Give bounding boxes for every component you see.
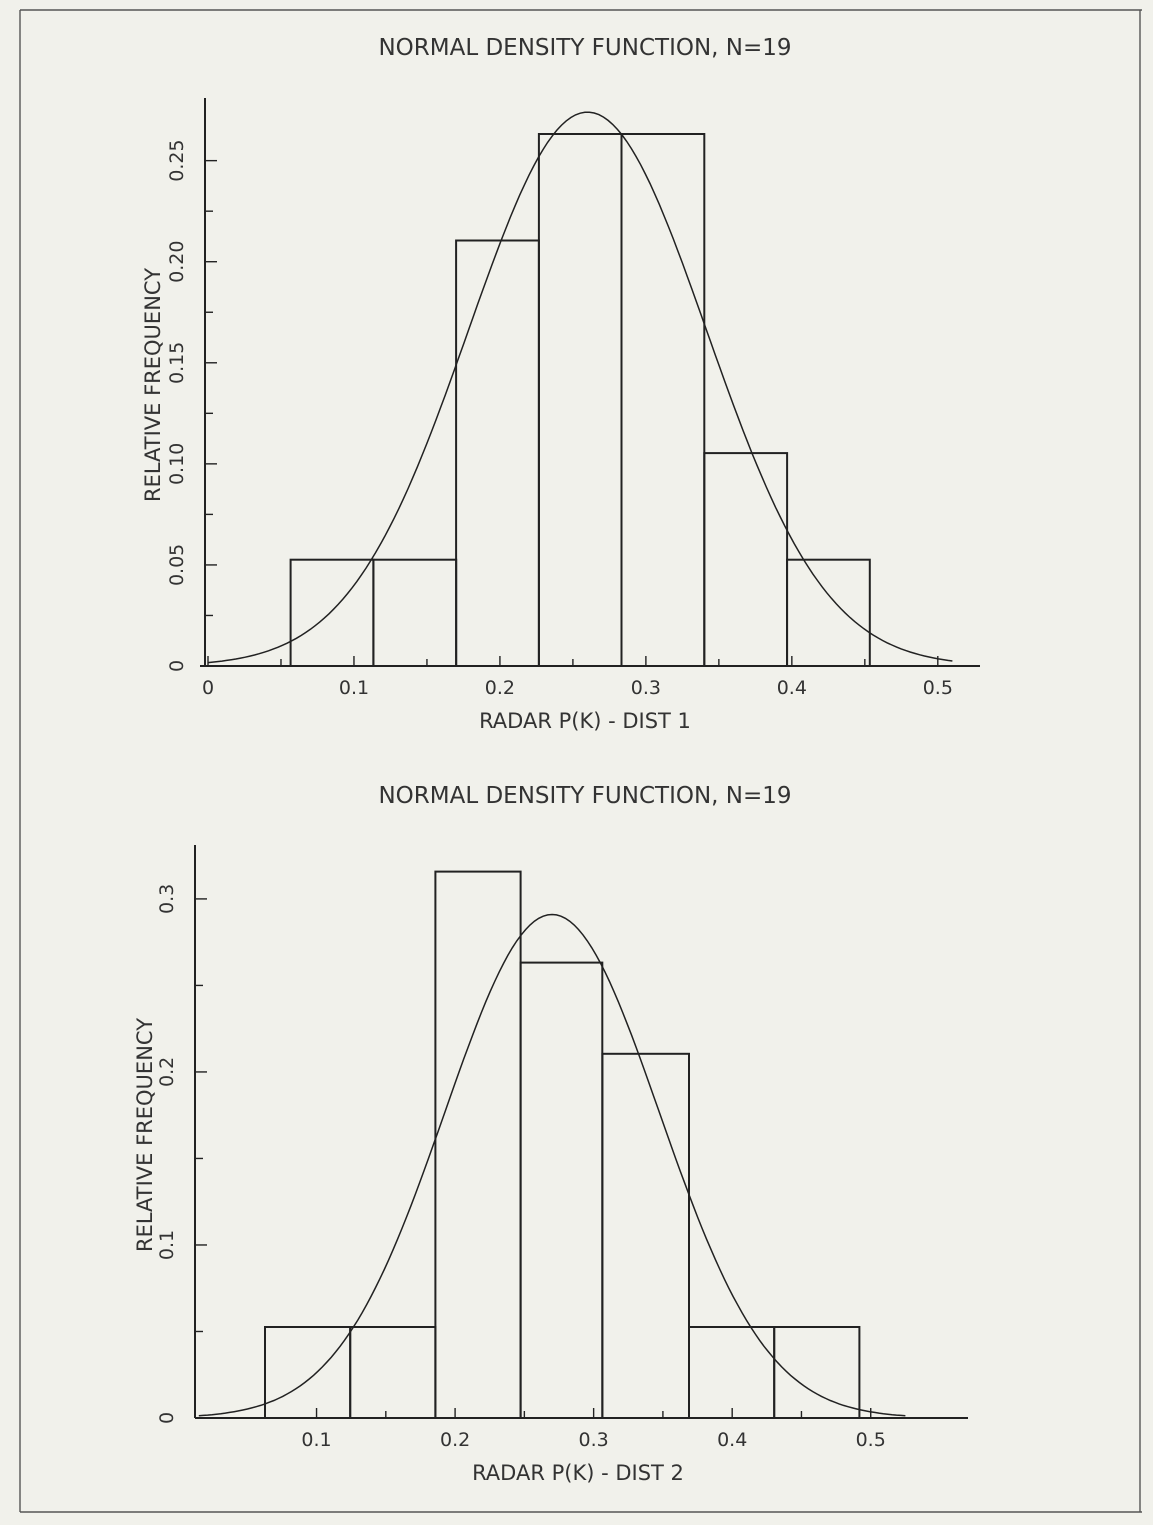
x-tick-label: 0 xyxy=(202,677,214,699)
histogram-bar xyxy=(519,961,604,1419)
x-tick-label: 0.1 xyxy=(301,1429,331,1451)
y-tick-label: 0.10 xyxy=(166,443,188,485)
histogram-bar xyxy=(688,1326,776,1419)
y-tick-label: 0.20 xyxy=(166,241,188,283)
y-axis-label: RELATIVE FREQUENCY xyxy=(141,268,165,502)
x-axis-label: RADAR P(K) - DIST 2 xyxy=(472,1461,684,1485)
histogram-bar xyxy=(434,870,522,1419)
chart-title: NORMAL DENSITY FUNCTION, N=19 xyxy=(378,35,791,61)
histogram-bar xyxy=(703,452,789,667)
histogram-bar xyxy=(537,133,623,667)
x-tick-label: 0.4 xyxy=(777,677,807,699)
histogram-bar xyxy=(264,1326,352,1419)
histogram-chart-dist-2: NORMAL DENSITY FUNCTION, N=19 RELATIVE F… xyxy=(133,783,968,1485)
y-tick-label: 0.3 xyxy=(156,884,178,914)
chart-title: NORMAL DENSITY FUNCTION, N=19 xyxy=(378,783,791,809)
histogram-bars xyxy=(264,870,861,1420)
x-tick-label: 0.2 xyxy=(485,677,515,699)
normal-density-curve xyxy=(207,111,953,664)
x-tick-label: 0.2 xyxy=(440,1429,470,1451)
x-tick-label: 0.5 xyxy=(856,1429,886,1451)
y-tick-label: 0 xyxy=(166,660,188,672)
x-tick-label: 0.3 xyxy=(578,1429,608,1451)
normal-curve-layer xyxy=(207,111,953,664)
y-axis-label: RELATIVE FREQUENCY xyxy=(133,1018,157,1252)
histogram-bar xyxy=(601,1052,691,1420)
y-tick-label: 0.15 xyxy=(166,342,188,384)
y-tick-label: 0.1 xyxy=(156,1230,178,1260)
normal-density-curve xyxy=(198,913,906,1417)
y-tick-label: 0.25 xyxy=(166,139,188,181)
x-axis-label: RADAR P(K) - DIST 1 xyxy=(479,709,691,733)
axes: 0 0.1 0.2 0.3 0.1 0.2 0.3 0.4 0.5 xyxy=(156,845,968,1451)
histogram-bar xyxy=(455,239,540,667)
y-tick-label: 0.05 xyxy=(166,544,188,586)
x-tick-label: 0.1 xyxy=(339,677,369,699)
y-tick-label: 0.2 xyxy=(156,1057,178,1087)
x-tick-label: 0.3 xyxy=(631,677,661,699)
histogram-bar xyxy=(372,558,458,668)
histogram-bar xyxy=(349,1326,437,1419)
y-tick-label: 0 xyxy=(156,1412,178,1424)
x-tick-label: 0.4 xyxy=(717,1429,747,1451)
histogram-bar xyxy=(786,558,871,668)
histogram-chart-dist-1: NORMAL DENSITY FUNCTION, N=19 RELATIVE F… xyxy=(141,35,980,733)
histogram-bars xyxy=(289,133,871,668)
axes: 0 0.05 0.10 0.15 0.20 0.25 0 0.1 0.2 0.3 0.4 0.5 xyxy=(166,98,980,699)
x-tick-label: 0.5 xyxy=(923,677,953,699)
normal-curve-layer xyxy=(198,913,906,1417)
